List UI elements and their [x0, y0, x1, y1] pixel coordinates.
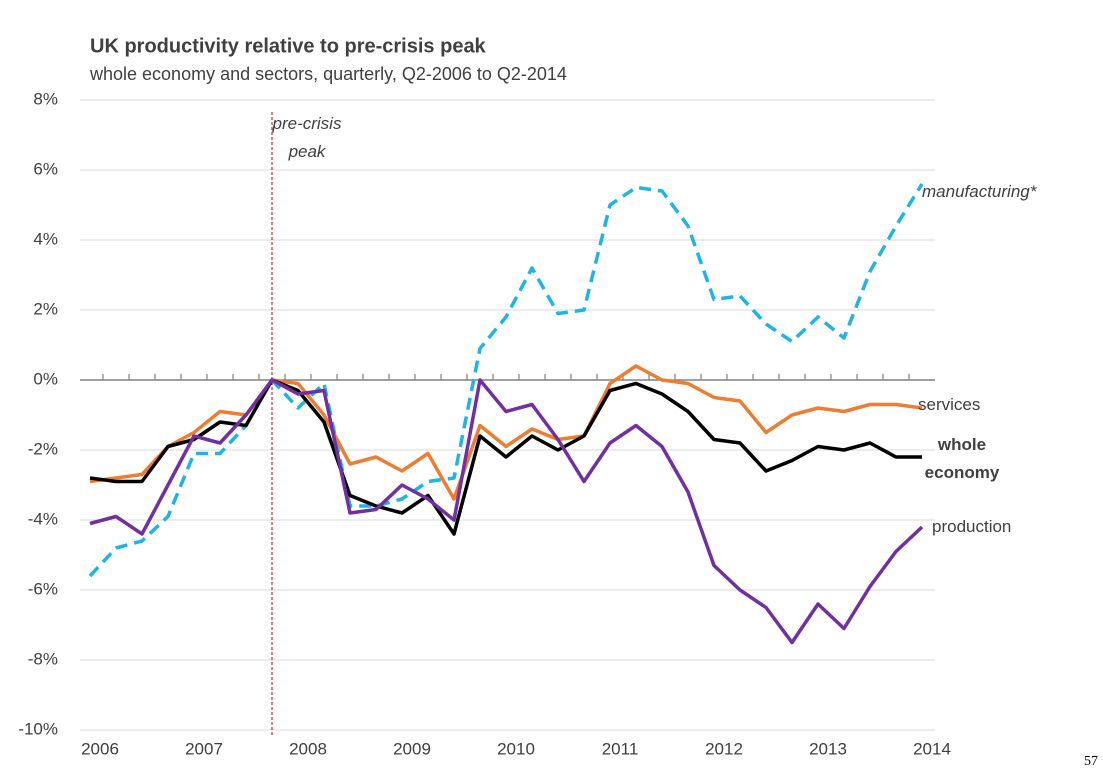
- series-line: [89, 364, 923, 501]
- y-tick-label: 6%: [33, 159, 58, 178]
- x-tick-label: 2013: [809, 739, 847, 758]
- y-tick-label: 2%: [33, 299, 58, 318]
- x-tick-label: 2009: [393, 739, 431, 758]
- y-tick-label: 0%: [33, 369, 58, 388]
- page-number: 57: [1084, 754, 1098, 769]
- y-tick-label: -6%: [28, 579, 58, 598]
- series-line: [88, 183, 924, 578]
- y-tick-label: -2%: [28, 439, 58, 458]
- y-tick-label: -4%: [28, 509, 58, 528]
- series-label: manufacturing*: [922, 182, 1037, 201]
- series-label: whole economy: [924, 435, 1000, 482]
- x-tick-label: 2006: [81, 739, 119, 758]
- x-tick-label: 2012: [705, 739, 743, 758]
- x-tick-label: 2008: [289, 739, 327, 758]
- x-tick-label: 2010: [497, 739, 535, 758]
- series-label: services: [918, 395, 981, 414]
- x-tick-label: 2011: [602, 739, 639, 758]
- series-line: [89, 378, 922, 536]
- x-tick-label: 2014: [913, 739, 951, 758]
- chart-title: UK productivity relative to pre-crisis p…: [90, 35, 487, 57]
- y-tick-label: 4%: [33, 229, 58, 248]
- y-tick-label: -8%: [28, 649, 58, 668]
- chart-subtitle: whole economy and sectors, quarterly, Q2…: [89, 64, 567, 84]
- x-tick-label: 2007: [185, 739, 223, 758]
- y-tick-label: -10%: [18, 719, 58, 738]
- series-label: production: [932, 517, 1012, 536]
- y-tick-label: 8%: [33, 89, 58, 108]
- annotation: pre-crisis peak: [272, 114, 342, 161]
- series-line: [89, 378, 924, 645]
